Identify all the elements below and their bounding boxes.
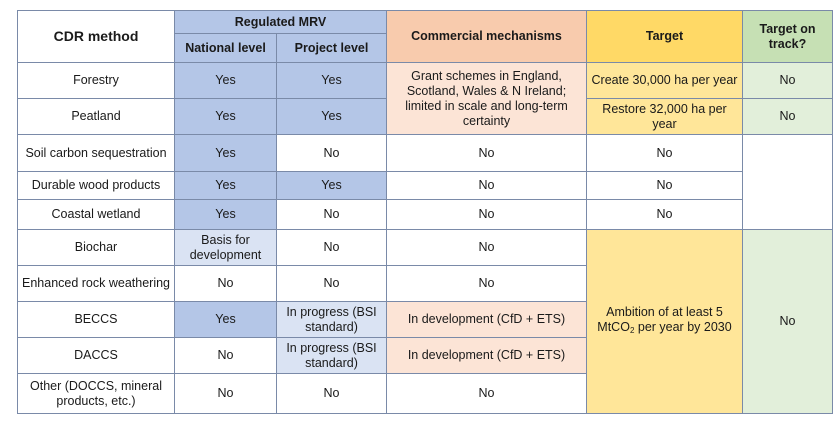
national-cell: No (174, 265, 277, 302)
national-cell: No (174, 337, 277, 374)
project-cell: No (276, 134, 387, 172)
national-cell: Basis for development (174, 229, 277, 266)
national-cell: Yes (174, 98, 277, 135)
table-row: BECCS Yes In progress (BSI standard) In … (17, 301, 833, 338)
project-cell: No (276, 199, 387, 230)
table-row: Other (DOCCS, mineral products, etc.) No… (17, 373, 833, 414)
header-target: Target (586, 10, 743, 63)
national-cell: Yes (174, 171, 277, 200)
on-track-cell-empty (742, 134, 833, 230)
table-row: Coastal wetland Yes No No No (17, 199, 833, 230)
commercial-cell: No (386, 265, 587, 302)
table-row: Soil carbon sequestration Yes No No No (17, 134, 833, 230)
target-cell-peatland: Restore 32,000 ha per year (586, 98, 743, 135)
national-cell: Yes (174, 134, 277, 172)
national-cell: No (174, 373, 277, 414)
on-track-cell-peatland: No (742, 98, 833, 135)
commercial-cell: No (386, 229, 587, 266)
header-project-level: Project level (276, 33, 387, 63)
commercial-cell: In development (CfD + ETS) (386, 337, 587, 374)
project-cell: In progress (BSI standard) (276, 301, 387, 338)
on-track-cell-engineered: No (742, 229, 833, 414)
target-cell-engineered: Ambition of at least 5 MtCO2 per year by… (586, 229, 743, 414)
commercial-cell: No (386, 199, 587, 230)
engineered-target-prefix: Ambition of at least 5 MtCO (597, 305, 723, 334)
national-cell: Yes (174, 62, 277, 99)
table-row: DACCS No In progress (BSI standard) In d… (17, 337, 833, 374)
project-cell: No (276, 265, 387, 302)
method-cell: Forestry (17, 62, 175, 99)
header-target-on-track: Target on track? (742, 10, 833, 63)
commercial-cell-forest-peat: Grant schemes in England, Scotland, Wale… (386, 62, 587, 135)
header-national-level: National level (174, 33, 277, 63)
header-regulated-mrv: Regulated MRV (174, 10, 387, 34)
target-cell: No (586, 134, 743, 172)
engineered-target-suffix: per year by 2030 (634, 320, 732, 334)
table-row: Biochar Basis for development No No Ambi… (17, 229, 833, 414)
table-row: Enhanced rock weathering No No No (17, 265, 833, 302)
project-cell: No (276, 229, 387, 266)
national-cell: Yes (174, 301, 277, 338)
table-row: Peatland Yes Yes Restore 32,000 ha per y… (17, 98, 833, 135)
method-cell: BECCS (17, 301, 175, 338)
commercial-cell: No (386, 134, 587, 172)
project-cell: In progress (BSI standard) (276, 337, 387, 374)
national-cell: Yes (174, 199, 277, 230)
on-track-cell-forestry: No (742, 62, 833, 99)
project-cell: Yes (276, 62, 387, 99)
method-cell: Biochar (17, 229, 175, 266)
method-cell: Coastal wetland (17, 199, 175, 230)
project-cell: No (276, 373, 387, 414)
method-cell: Soil carbon sequestration (17, 134, 175, 172)
target-cell: No (586, 171, 743, 200)
commercial-cell: In development (CfD + ETS) (386, 301, 587, 338)
header-cdr-method: CDR method (17, 10, 175, 63)
table-row: Durable wood products Yes Yes No No (17, 171, 833, 200)
engineered-target-subscript: 2 (629, 326, 635, 335)
method-cell: Durable wood products (17, 171, 175, 200)
target-cell: No (586, 199, 743, 230)
cdr-table: CDR method Regulated MRV Commercial mech… (17, 10, 833, 414)
project-cell: Yes (276, 98, 387, 135)
method-cell: Other (DOCCS, mineral products, etc.) (17, 373, 175, 414)
commercial-cell: No (386, 171, 587, 200)
project-cell: Yes (276, 171, 387, 200)
table-row: Forestry Yes Yes Grant schemes in Englan… (17, 62, 833, 135)
method-cell: DACCS (17, 337, 175, 374)
method-cell: Enhanced rock weathering (17, 265, 175, 302)
header-commercial-mechanisms: Commercial mechanisms (386, 10, 587, 63)
commercial-cell: No (386, 373, 587, 414)
target-cell-forestry: Create 30,000 ha per year (586, 62, 743, 99)
method-cell: Peatland (17, 98, 175, 135)
